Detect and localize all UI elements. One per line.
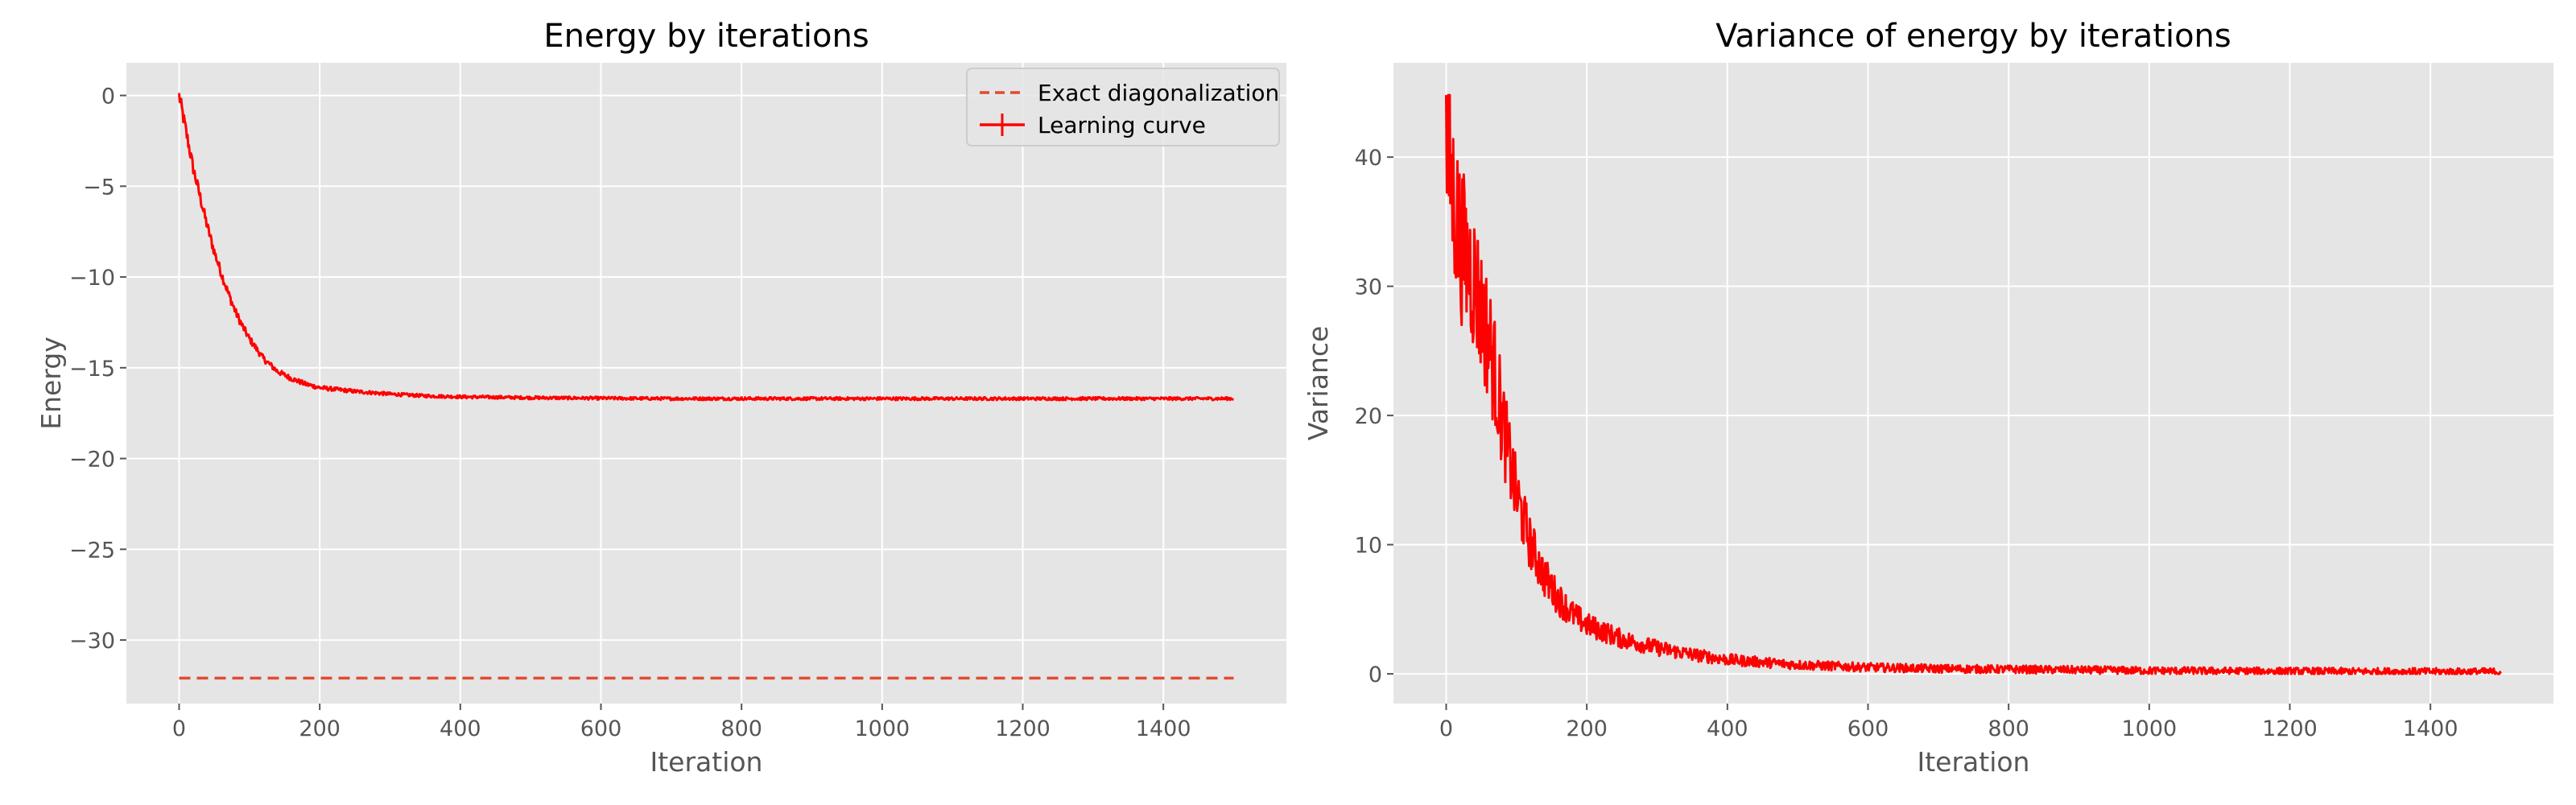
energy-y-axis-label: Energy bbox=[35, 336, 67, 430]
energy-x-tick-label: 600 bbox=[580, 716, 622, 741]
energy-chart-title: Energy by iterations bbox=[543, 18, 869, 55]
variance-chart-title: Variance of energy by iterations bbox=[1715, 18, 2231, 55]
energy-x-tick-label: 200 bbox=[299, 716, 341, 741]
variance-x-tick-label: 1200 bbox=[2262, 716, 2318, 741]
variance-ticks: 0 200 400 600 800 1000 1200 1400 0 10 20 30 40 bbox=[1355, 146, 2458, 741]
variance-y-tick-label: 30 bbox=[1355, 275, 1382, 300]
energy-data bbox=[178, 93, 1235, 680]
variance-x-tick-label: 1000 bbox=[2121, 716, 2177, 741]
variance-data bbox=[1445, 93, 2502, 675]
variance-x-tick-label: 400 bbox=[1707, 716, 1748, 741]
energy-x-tick-label: 800 bbox=[720, 716, 762, 741]
variance-grid bbox=[1393, 63, 2553, 704]
variance-y-tick-label: 0 bbox=[1368, 663, 1382, 687]
variance-x-tick-label: 0 bbox=[1439, 716, 1453, 741]
energy-x-tick-label: 400 bbox=[440, 716, 481, 741]
energy-chart: 0 200 400 600 800 1000 1200 1400 0 −5 −10 −15 −20 −25… bbox=[35, 18, 1286, 778]
variance-x-tick-label: 600 bbox=[1847, 716, 1889, 741]
energy-x-tick-label: 1000 bbox=[854, 716, 910, 741]
energy-y-tick-label: −20 bbox=[69, 448, 115, 473]
variance-y-tick-label: 40 bbox=[1355, 146, 1382, 171]
energy-legend: Exact diagonalization Learning curve bbox=[966, 68, 1280, 147]
learning-curve-line bbox=[178, 93, 1235, 402]
energy-grid bbox=[126, 63, 1286, 704]
energy-y-tick-label: −15 bbox=[69, 357, 115, 382]
variance-y-tick-label: 10 bbox=[1355, 534, 1382, 559]
variance-x-axis-label: Iteration bbox=[1918, 746, 2030, 778]
energy-y-tick-label: −25 bbox=[69, 538, 115, 563]
energy-y-tick-label: 0 bbox=[101, 85, 115, 109]
variance-chart: 0 200 400 600 800 1000 1200 1400 0 10 20 30 40 Varia… bbox=[1302, 18, 2553, 778]
energy-ticks: 0 200 400 600 800 1000 1200 1400 0 −5 −10 −15 −20 −25… bbox=[69, 85, 1191, 741]
energy-x-axis-label: Iteration bbox=[650, 746, 763, 778]
energy-x-tick-label: 1200 bbox=[995, 716, 1051, 741]
energy-x-tick-label: 0 bbox=[172, 716, 186, 741]
variance-y-tick-label: 20 bbox=[1355, 404, 1382, 429]
legend-exact-label: Exact diagonalization bbox=[1038, 80, 1279, 106]
energy-y-tick-label: −10 bbox=[69, 266, 115, 291]
variance-y-axis-label: Variance bbox=[1302, 326, 1334, 441]
energy-y-tick-label: −5 bbox=[83, 175, 115, 200]
variance-x-tick-label: 1400 bbox=[2403, 716, 2458, 741]
variance-line bbox=[1445, 93, 2502, 675]
legend-learning-label: Learning curve bbox=[1038, 112, 1206, 138]
energy-x-tick-label: 1400 bbox=[1136, 716, 1191, 741]
legend-box bbox=[966, 68, 1280, 147]
variance-x-tick-label: 800 bbox=[1988, 716, 2029, 741]
energy-y-tick-label: −30 bbox=[69, 629, 115, 654]
variance-x-tick-label: 200 bbox=[1566, 716, 1608, 741]
